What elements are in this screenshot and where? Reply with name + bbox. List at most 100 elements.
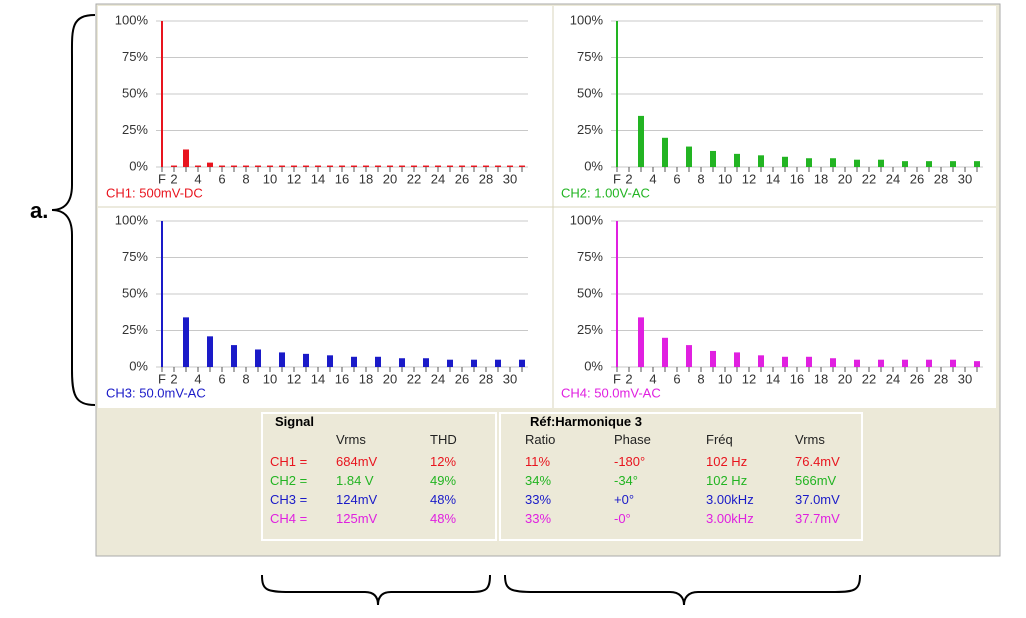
bar [830, 358, 836, 367]
table-cell: 1.84 V [336, 473, 374, 488]
channel-label: CH3: 50.0mV-AC [106, 385, 206, 400]
x-tick-label: 28 [479, 371, 493, 386]
bar [303, 353, 309, 367]
y-tick-label: 100% [115, 212, 149, 227]
bar [161, 21, 163, 167]
x-tick-label: 10 [718, 171, 732, 186]
bar [974, 161, 980, 167]
y-tick-label: 75% [122, 49, 148, 64]
x-tick-label: 14 [766, 371, 780, 386]
bar [519, 165, 525, 167]
table-cell: 124mV [336, 492, 378, 507]
bar [710, 150, 716, 167]
x-tick-label: 26 [910, 171, 924, 186]
x-tick-label: 18 [814, 171, 828, 186]
bar [758, 355, 764, 367]
x-tick-label: 26 [910, 371, 924, 386]
x-tick-label: 26 [455, 171, 469, 186]
x-tick-label: 6 [673, 371, 680, 386]
y-tick-label: 50% [577, 85, 603, 100]
bar [411, 165, 417, 167]
bar [662, 337, 668, 367]
table-cell: 37.0mV [795, 492, 840, 507]
bar [195, 165, 201, 167]
bar [878, 359, 884, 367]
y-tick-label: 25% [122, 322, 148, 337]
x-tick-label: 24 [886, 171, 900, 186]
bar [854, 359, 860, 367]
bar [351, 165, 357, 167]
x-tick-label: 6 [218, 171, 225, 186]
x-tick-label: 10 [263, 171, 277, 186]
x-tick-label: 12 [742, 171, 756, 186]
table-cell: 12% [430, 454, 457, 469]
bar [926, 359, 932, 367]
x-tick-label: 28 [934, 171, 948, 186]
x-tick-label: 28 [934, 371, 948, 386]
x-tick-label: 22 [862, 171, 876, 186]
x-tick-label: 30 [958, 171, 972, 186]
bar [183, 317, 189, 367]
x-tick-label: 12 [287, 371, 301, 386]
bar [782, 356, 788, 367]
bar [207, 336, 213, 367]
y-tick-label: 75% [577, 249, 603, 264]
x-tick-label: 22 [407, 171, 421, 186]
bar [447, 165, 453, 167]
table-cell: 76.4mV [795, 454, 840, 469]
x-tick-label: 10 [718, 371, 732, 386]
bar [243, 165, 249, 167]
table-title: Réf:Harmonique 3 [530, 414, 642, 429]
x-tick-label: 26 [455, 371, 469, 386]
bar [854, 159, 860, 167]
y-tick-label: 0% [584, 158, 603, 173]
x-tick-label: 24 [431, 371, 445, 386]
bar [950, 161, 956, 167]
x-tick-label: 18 [359, 171, 373, 186]
y-tick-label: 0% [584, 358, 603, 373]
bar [507, 165, 513, 167]
bar [483, 165, 489, 167]
label: a. [30, 198, 48, 223]
x-tick-label: 28 [479, 171, 493, 186]
table-cell: 33% [525, 511, 552, 526]
y-tick-label: 25% [577, 122, 603, 137]
table-cell: 102 Hz [706, 454, 748, 469]
bar [902, 359, 908, 367]
bar [231, 165, 237, 167]
x-tick-label: 16 [335, 371, 349, 386]
x-tick-label: F [158, 171, 166, 186]
bar [471, 359, 477, 367]
x-tick-label: 14 [311, 171, 325, 186]
bar [387, 165, 393, 167]
brace [51, 14, 96, 406]
channel-label: CH4: 50.0mV-AC [561, 385, 661, 400]
bar [662, 137, 668, 167]
bar [207, 162, 213, 167]
x-tick-label: 2 [625, 371, 632, 386]
bar [686, 146, 692, 167]
table-cell: CH2 = [270, 473, 308, 488]
bar [926, 161, 932, 167]
x-tick-label: 14 [311, 371, 325, 386]
bar [878, 159, 884, 167]
x-tick-label: 20 [383, 171, 397, 186]
bar [399, 358, 405, 367]
bar [806, 158, 812, 167]
bar [734, 352, 740, 367]
bar [495, 359, 501, 367]
bar [183, 149, 189, 167]
bar [279, 165, 285, 167]
x-tick-label: 2 [625, 171, 632, 186]
table-cell: 125mV [336, 511, 378, 526]
bar [734, 153, 740, 167]
x-tick-label: 16 [790, 171, 804, 186]
bar [399, 165, 405, 167]
x-tick-label: 6 [673, 171, 680, 186]
y-tick-label: 0% [129, 358, 148, 373]
bar [710, 350, 716, 367]
x-tick-label: 8 [697, 371, 704, 386]
table-cell: 3.00kHz [706, 511, 754, 526]
y-tick-label: 50% [577, 285, 603, 300]
